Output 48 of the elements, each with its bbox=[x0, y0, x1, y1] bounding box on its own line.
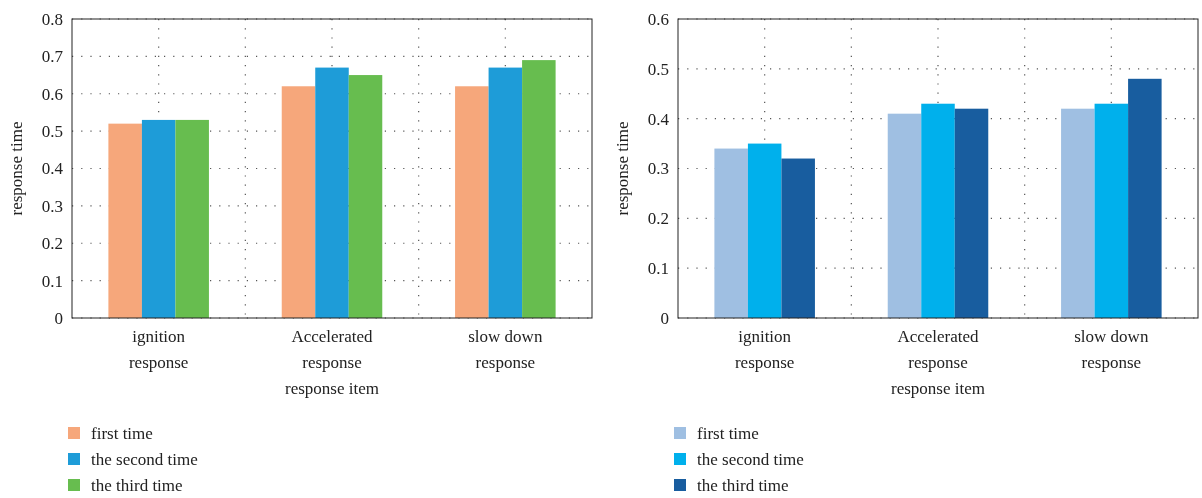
y-tick-label: 0.5 bbox=[41, 122, 63, 142]
y-axis-title: response time bbox=[7, 121, 26, 216]
x-axis-title: response item bbox=[891, 379, 985, 398]
bar bbox=[887, 113, 922, 318]
legend-label: the second time bbox=[697, 449, 804, 469]
x-tick-label: slow down response bbox=[1074, 327, 1149, 372]
y-tick-label: 0.2 bbox=[41, 234, 63, 254]
y-axis-title: response time bbox=[613, 121, 632, 216]
y-tick-label: 0.3 bbox=[647, 159, 669, 179]
y-tick-label: 0.6 bbox=[647, 9, 669, 29]
bar bbox=[175, 119, 209, 318]
bar bbox=[1094, 103, 1129, 318]
bar bbox=[348, 75, 383, 318]
bar bbox=[281, 86, 316, 318]
y-tick-label: 0.5 bbox=[647, 59, 669, 79]
y-tick-label: 0 bbox=[660, 308, 669, 328]
y-tick-label: 0 bbox=[54, 308, 63, 328]
legend-label: first time bbox=[697, 423, 759, 443]
bar bbox=[921, 103, 955, 318]
x-tick-label: slow down response bbox=[468, 327, 543, 372]
bar bbox=[781, 158, 815, 318]
x-tick-label: ignition response bbox=[128, 327, 189, 372]
x-tick-label: ignition response bbox=[734, 327, 795, 372]
bar bbox=[455, 86, 489, 318]
bar bbox=[108, 123, 142, 318]
y-tick-label: 0.8 bbox=[41, 9, 63, 29]
legend-label: the second time bbox=[91, 449, 198, 469]
bar bbox=[1061, 108, 1095, 318]
bar bbox=[315, 67, 349, 318]
y-tick-label: 0.4 bbox=[647, 109, 670, 129]
y-tick-label: 0.7 bbox=[41, 47, 64, 67]
bar bbox=[954, 108, 989, 318]
y-tick-label: 0.6 bbox=[41, 84, 63, 104]
y-tick-label: 0.1 bbox=[647, 259, 669, 279]
bar bbox=[141, 119, 176, 318]
y-tick-label: 0.2 bbox=[647, 209, 669, 229]
legend-label: first time bbox=[91, 423, 153, 443]
y-tick-label: 0.1 bbox=[41, 271, 63, 291]
y-tick-label: 0.4 bbox=[41, 159, 64, 179]
bar bbox=[488, 67, 523, 318]
bar bbox=[1128, 78, 1162, 318]
x-axis-title: response item bbox=[285, 379, 379, 398]
legend-label: the third time bbox=[91, 475, 183, 495]
legend-label: the third time bbox=[697, 475, 789, 495]
y-tick-label: 0.3 bbox=[41, 196, 63, 216]
bar bbox=[522, 60, 556, 318]
bar bbox=[714, 148, 748, 318]
bar bbox=[747, 143, 782, 318]
